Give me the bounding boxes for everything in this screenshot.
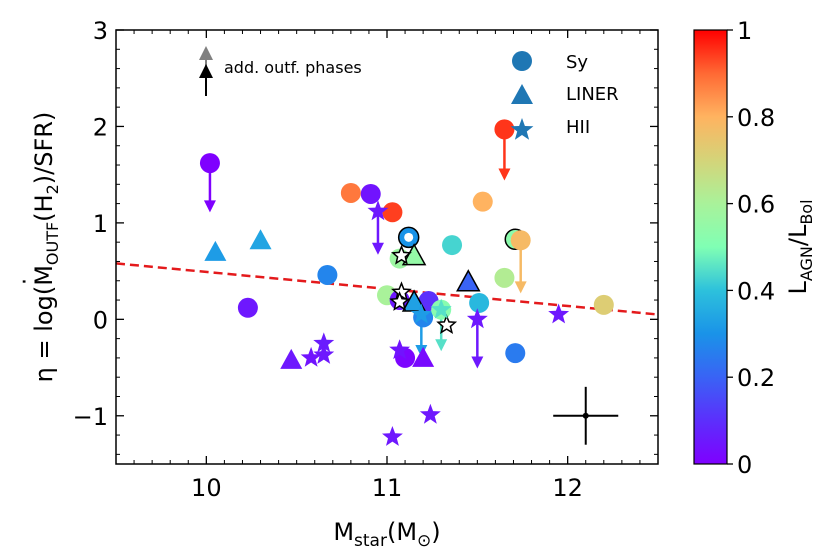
svg-text:η = log(MOUTF(H2)/SFR): η = log(MOUTF(H2)/SFR): [30, 112, 62, 383]
colorbar-label-sub1: AGN: [797, 246, 816, 281]
data-point-triangle: [249, 229, 272, 250]
data-point-star: [419, 403, 441, 424]
upper-limit-arrow-head: [203, 200, 216, 213]
data-point-star: [389, 339, 411, 360]
data-point-circle: [494, 119, 515, 140]
colorbar-label-sub2: Bol: [797, 199, 816, 224]
data-point-triangle: [456, 269, 481, 292]
x-tick-label: 10: [191, 474, 222, 502]
data-point-triangle: [280, 348, 303, 369]
y-tick-label: 0: [93, 306, 108, 334]
upper-limit-arrow-head: [435, 339, 448, 352]
colorbar-tick-label: 1: [737, 17, 752, 45]
upper-limit-arrow-head: [514, 281, 527, 294]
x-label-sub: star: [354, 531, 387, 551]
arrow-key-label: add. outf. phases: [224, 58, 362, 77]
plot-area: [116, 119, 658, 446]
y-label-tail: )/SFR): [30, 112, 58, 185]
y-label-h2-sub: 2: [43, 184, 62, 194]
upper-limit-arrow-head: [498, 168, 511, 181]
y-tick-label: −1: [73, 403, 108, 431]
legend-marker-liner: [511, 84, 533, 104]
data-point-triangle: [204, 240, 227, 261]
colorbar: 0 0.2 0.4 0.6 0.8 1 LAGN/LBol: [693, 17, 816, 479]
data-point-circle: [340, 182, 361, 203]
data-point-star: [391, 244, 412, 265]
y-axis-label: η = log(MOUTF(H2)/SFR) ·: [13, 112, 62, 383]
y-tick-label: 3: [93, 17, 108, 45]
x-axis-label: Mstar(M⊙): [333, 518, 440, 551]
data-point-star: [548, 303, 570, 324]
colorbar-label-slash: /L: [784, 224, 812, 246]
arrow-key-gray-head: [199, 46, 213, 60]
arrow-key: add. outf. phases: [199, 46, 362, 96]
svg-text:Mstar(M⊙): Mstar(M⊙): [333, 518, 440, 551]
data-point-star: [430, 298, 452, 319]
y-label-eta: η = log(: [30, 286, 58, 383]
data-point-circle: [472, 191, 493, 212]
y-tick-label: 2: [93, 113, 108, 141]
x-label-main: M: [333, 518, 354, 546]
x-label-close: ): [431, 518, 440, 546]
plot-marks: [116, 119, 658, 446]
y-tick-label: 1: [93, 210, 108, 238]
errorbar-center: [582, 412, 589, 419]
y-label-h2: (H: [30, 194, 58, 221]
data-point-triangle: [412, 346, 435, 367]
x-tick-label: 11: [372, 474, 403, 502]
data-point-inner: [404, 232, 414, 242]
colorbar-tick-label: 0.6: [737, 191, 775, 219]
data-point-circle: [442, 235, 463, 256]
legend-marker-sy: [512, 51, 532, 71]
colorbar-tick-label: 0.4: [737, 277, 775, 305]
data-point-star: [313, 344, 335, 364]
legend-marker-hii: [510, 118, 534, 140]
data-point-circle: [382, 202, 403, 223]
data-point-circle: [199, 153, 220, 174]
x-tick-label: 12: [552, 474, 583, 502]
data-point-circle: [593, 294, 614, 315]
legend-label-sy: Sy: [566, 52, 588, 73]
data-point-star: [367, 200, 389, 221]
data-point-star: [389, 291, 411, 311]
colorbar-gradient: [693, 29, 728, 465]
data-point-circle: [360, 183, 381, 204]
y-label-mdot-sub: OUTF: [43, 222, 62, 265]
legend-label-liner: LINER: [566, 84, 619, 105]
data-point-circle: [505, 343, 526, 364]
svg-text:LAGN/LBol: LAGN/LBol: [784, 199, 816, 294]
data-point-circle: [469, 292, 490, 313]
data-point-triangle: [401, 289, 427, 312]
data-point-star: [313, 332, 335, 353]
colorbar-tick-label: 0.2: [737, 364, 775, 392]
arrow-key-black-head: [199, 64, 213, 78]
data-point-circle: [494, 267, 515, 288]
colorbar-label-main: L: [784, 281, 812, 295]
colorbar-ticks: 0 0.2 0.4 0.6 0.8 1: [727, 17, 775, 479]
y-label-dot: ·: [13, 278, 38, 285]
data-point-circle: [317, 264, 338, 285]
legend: Sy LINER HII: [510, 51, 619, 140]
y-label-mdot: M: [30, 265, 58, 286]
upper-limit-arrow-head: [471, 356, 484, 369]
colorbar-tick-label: 0: [737, 451, 752, 479]
colorbar-tick-label: 0.8: [737, 104, 775, 132]
x-label-unit-sub: ⊙: [417, 531, 431, 551]
legend-label-hii: HII: [566, 117, 590, 138]
colorbar-label: LAGN/LBol: [784, 199, 816, 294]
x-label-unit: (M: [387, 518, 417, 546]
upper-limit-arrow-head: [371, 242, 384, 255]
data-point-star: [436, 314, 458, 335]
data-point-star: [300, 346, 322, 367]
data-point-star: [410, 303, 432, 324]
data-point-circle: [237, 297, 258, 318]
data-point-star: [382, 426, 403, 446]
data-point-star: [466, 308, 488, 329]
data-point-circle: [510, 230, 531, 251]
